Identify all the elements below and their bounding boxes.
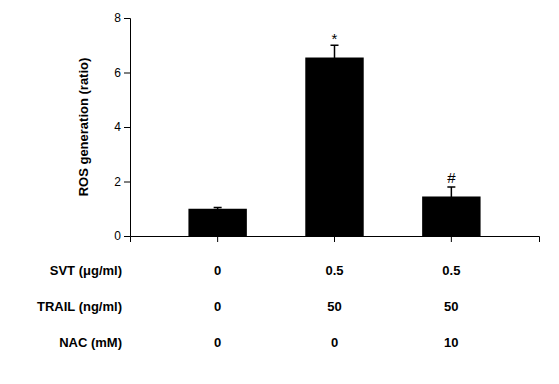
y-tick: 0 [114,229,130,243]
table-row-label: NAC (mM) [59,335,122,350]
x-axis [131,236,540,242]
bar [305,58,363,236]
x-tick [217,236,218,242]
error-bar-line [331,45,339,70]
annotation: # [447,169,456,186]
y-tick: 2 [114,175,130,189]
y-tick: 8 [114,11,130,25]
annotation: * [332,30,338,47]
error-bar [447,187,455,206]
y-tick-mark [124,127,130,128]
y-tick-mark [124,182,130,183]
table-cell: 0 [214,299,221,314]
y-tick-mark [124,236,130,237]
y-tick-label: 4 [114,120,121,134]
error-bar [331,45,339,70]
x-tick [334,236,335,242]
x-tick-mark [217,236,218,242]
table-cell: 50 [327,299,341,314]
table-cell: 0.5 [325,263,343,278]
table-cell: 0 [331,335,338,350]
table-cell: 10 [444,335,458,350]
y-tick-mark [124,73,130,74]
y-tick-mark [124,18,130,19]
error-bar [214,207,222,210]
marks [188,45,480,236]
y-tick: 4 [114,120,130,134]
plot: 0 2 4 6 8 ROS generation (ratio) * # SVT (μg/ml)… [37,11,539,350]
y-tick-label: 2 [114,175,121,189]
table-row-label: SVT (μg/ml) [50,263,122,278]
y-tick: 6 [114,66,130,80]
bar [188,209,246,236]
y-tick-label: 0 [114,229,121,243]
y-axis-line [124,19,131,237]
error-bar-line [214,207,222,210]
x-tick-mark [334,236,335,242]
x-axis-line [131,237,540,243]
y-axis-title: ROS generation (ratio) [76,58,91,197]
table-cell: 0 [214,263,221,278]
x-tick-mark [451,236,452,242]
chart: 0 2 4 6 8 ROS generation (ratio) * # SVT (μg/ml)… [0,0,559,384]
y-tick-label: 6 [114,66,121,80]
table-row-label: TRAIL (ng/ml) [37,299,122,314]
table-cell: 50 [444,299,458,314]
table-cell: 0.5 [442,263,460,278]
error-bar-line [447,187,455,206]
y-axis: 0 2 4 6 8 [114,11,130,243]
x-tick [451,236,452,242]
y-tick-label: 8 [114,11,121,25]
table-cell: 0 [214,335,221,350]
